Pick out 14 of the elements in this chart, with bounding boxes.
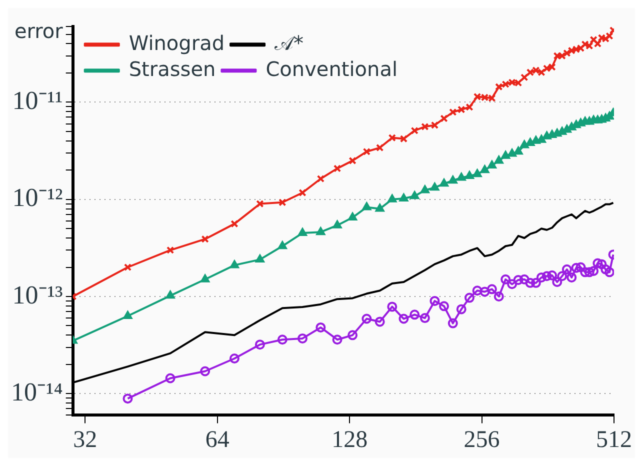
x-tick-label: 128: [332, 426, 368, 453]
y-axis-title: error: [14, 18, 64, 43]
x-tick-label: 512: [596, 426, 632, 453]
x-tick-label: 32: [73, 426, 98, 453]
x-tick-label: 64: [205, 426, 230, 453]
legend-label: 𝒜*: [274, 30, 304, 55]
legend-label: Strassen: [128, 56, 216, 81]
x-tick-label: 256: [464, 426, 500, 453]
y-tick-label: 10⁻¹¹: [12, 86, 63, 116]
y-tick-label: 10⁻¹⁴: [11, 377, 63, 406]
legend-label: Winograd: [128, 30, 225, 55]
y-tick-label: 10⁻¹²: [12, 183, 64, 212]
y-tick-label: 10⁻¹³: [12, 280, 64, 310]
legend-label: Conventional: [266, 56, 398, 81]
